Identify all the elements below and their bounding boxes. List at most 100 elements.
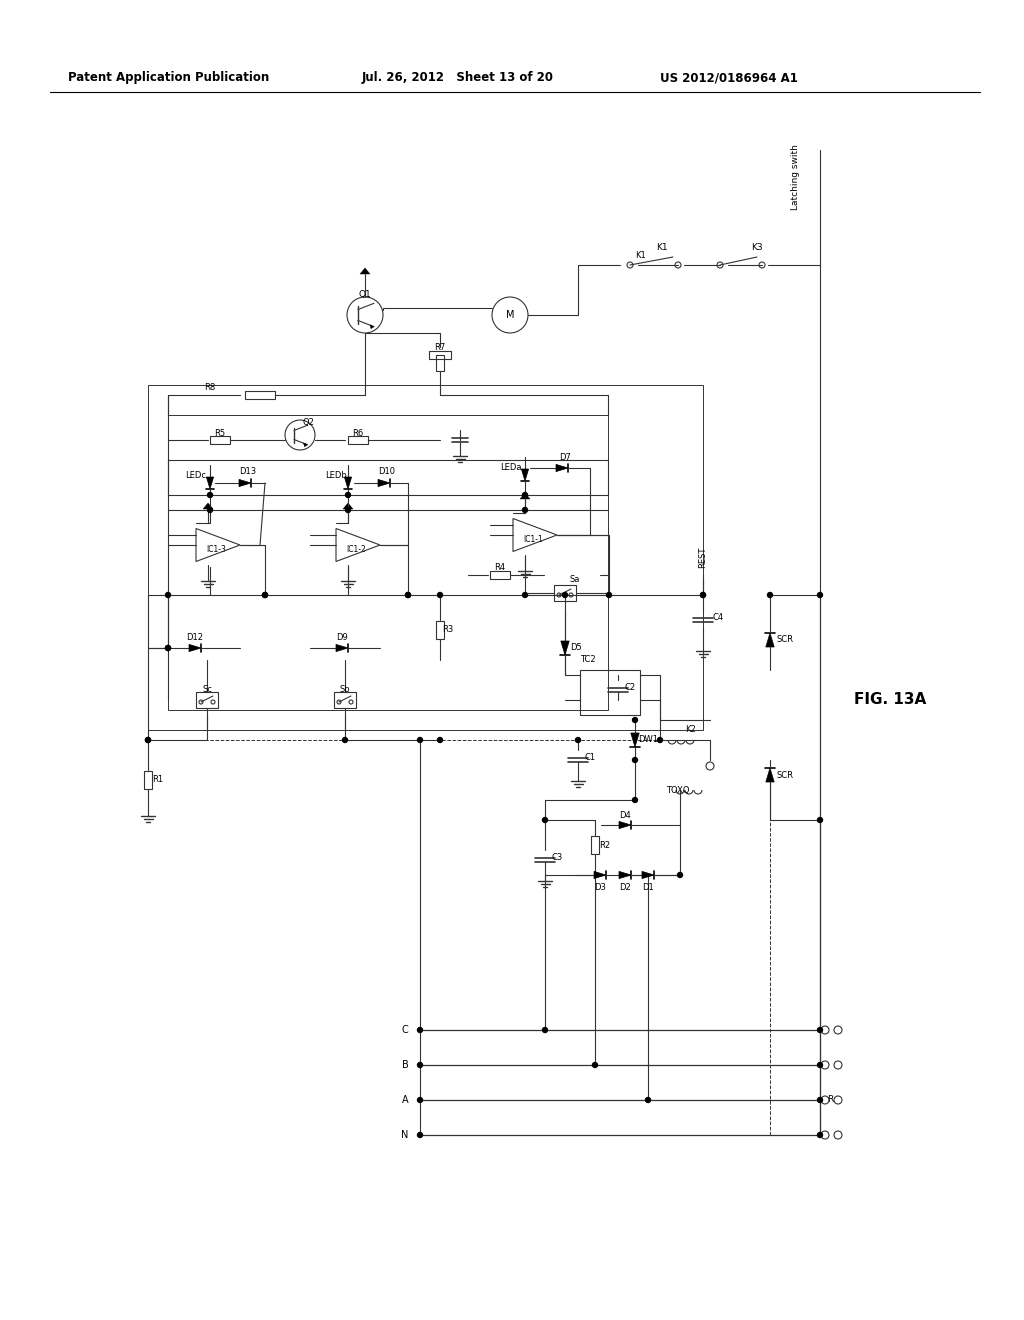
- Circle shape: [418, 1027, 423, 1032]
- Polygon shape: [207, 477, 214, 488]
- Text: IC1-3: IC1-3: [206, 545, 226, 554]
- Polygon shape: [520, 492, 530, 499]
- Bar: [348, 436, 368, 444]
- Circle shape: [262, 593, 267, 598]
- Text: DW1: DW1: [638, 735, 658, 744]
- Circle shape: [817, 593, 822, 598]
- Text: R: R: [826, 1096, 834, 1105]
- Text: R7: R7: [434, 342, 445, 351]
- Circle shape: [700, 593, 706, 598]
- Bar: [245, 391, 275, 399]
- Bar: [196, 692, 218, 708]
- Text: N: N: [401, 1130, 409, 1140]
- Text: Jul. 26, 2012   Sheet 13 of 20: Jul. 26, 2012 Sheet 13 of 20: [362, 71, 554, 84]
- Text: TC2: TC2: [580, 656, 596, 664]
- Polygon shape: [521, 469, 528, 480]
- Text: R6: R6: [352, 429, 364, 437]
- Polygon shape: [766, 634, 774, 647]
- Text: FIG. 13A: FIG. 13A: [854, 693, 926, 708]
- Circle shape: [208, 492, 213, 498]
- Text: R3: R3: [442, 626, 454, 635]
- Text: M: M: [506, 310, 514, 319]
- Bar: [210, 436, 230, 444]
- Text: D12: D12: [186, 634, 204, 643]
- Circle shape: [262, 593, 267, 598]
- Text: Sc: Sc: [202, 685, 212, 694]
- Circle shape: [345, 507, 350, 512]
- Polygon shape: [360, 268, 370, 275]
- Polygon shape: [343, 503, 353, 510]
- Circle shape: [817, 1133, 822, 1138]
- Circle shape: [678, 873, 683, 878]
- Circle shape: [418, 1097, 423, 1102]
- Text: Patent Application Publication: Patent Application Publication: [68, 71, 269, 84]
- Circle shape: [437, 593, 442, 598]
- Polygon shape: [561, 642, 569, 655]
- Text: REST: REST: [698, 546, 708, 568]
- Text: D13: D13: [240, 467, 257, 477]
- Text: US 2012/0186964 A1: US 2012/0186964 A1: [660, 71, 798, 84]
- Circle shape: [522, 507, 527, 512]
- Text: R1: R1: [153, 776, 164, 784]
- Text: B: B: [401, 1060, 409, 1071]
- Polygon shape: [642, 871, 654, 879]
- Text: IC1-1: IC1-1: [523, 536, 543, 544]
- Circle shape: [345, 492, 350, 498]
- Text: D5: D5: [570, 644, 582, 652]
- Text: D4: D4: [620, 810, 631, 820]
- Circle shape: [817, 817, 822, 822]
- Text: SCR: SCR: [776, 771, 794, 780]
- Text: LEDb: LEDb: [325, 471, 347, 480]
- Text: D7: D7: [559, 454, 571, 462]
- Circle shape: [606, 593, 611, 598]
- Circle shape: [817, 1027, 822, 1032]
- Bar: [148, 385, 703, 730]
- Circle shape: [406, 593, 411, 598]
- Circle shape: [562, 593, 567, 598]
- Text: TOXQ: TOXQ: [667, 785, 690, 795]
- Circle shape: [543, 817, 548, 822]
- Text: K3: K3: [752, 243, 763, 252]
- Text: K1: K1: [656, 243, 668, 252]
- Text: D9: D9: [336, 634, 348, 643]
- Polygon shape: [618, 871, 631, 879]
- Text: R2: R2: [599, 841, 610, 850]
- Circle shape: [406, 593, 411, 598]
- Polygon shape: [336, 644, 348, 652]
- Polygon shape: [239, 479, 251, 487]
- Text: R4: R4: [495, 562, 506, 572]
- Polygon shape: [766, 768, 774, 781]
- Bar: [436, 620, 444, 639]
- Text: IC1-2: IC1-2: [346, 545, 366, 554]
- Polygon shape: [344, 477, 351, 488]
- Text: SCR: SCR: [776, 635, 794, 644]
- Polygon shape: [203, 503, 213, 510]
- Circle shape: [633, 758, 638, 763]
- Circle shape: [145, 738, 151, 742]
- Circle shape: [418, 738, 423, 742]
- Circle shape: [145, 738, 151, 742]
- Bar: [429, 351, 451, 359]
- Text: D1: D1: [642, 883, 654, 892]
- Text: LEDc: LEDc: [185, 471, 206, 480]
- Text: C1: C1: [585, 752, 596, 762]
- Circle shape: [593, 1063, 597, 1068]
- Text: R8: R8: [205, 383, 216, 392]
- Circle shape: [543, 1027, 548, 1032]
- Text: A: A: [401, 1096, 409, 1105]
- Circle shape: [166, 593, 171, 598]
- Polygon shape: [594, 871, 606, 879]
- Circle shape: [437, 738, 442, 742]
- Circle shape: [657, 738, 663, 742]
- Text: Q1: Q1: [358, 290, 372, 300]
- Text: C4: C4: [713, 614, 724, 623]
- Circle shape: [166, 645, 171, 651]
- Text: C3: C3: [551, 853, 562, 862]
- Text: K2: K2: [685, 726, 695, 734]
- Bar: [554, 585, 575, 601]
- Circle shape: [633, 718, 638, 722]
- Circle shape: [768, 593, 772, 598]
- Polygon shape: [303, 442, 307, 446]
- Text: Q2: Q2: [302, 417, 314, 426]
- Circle shape: [208, 507, 213, 512]
